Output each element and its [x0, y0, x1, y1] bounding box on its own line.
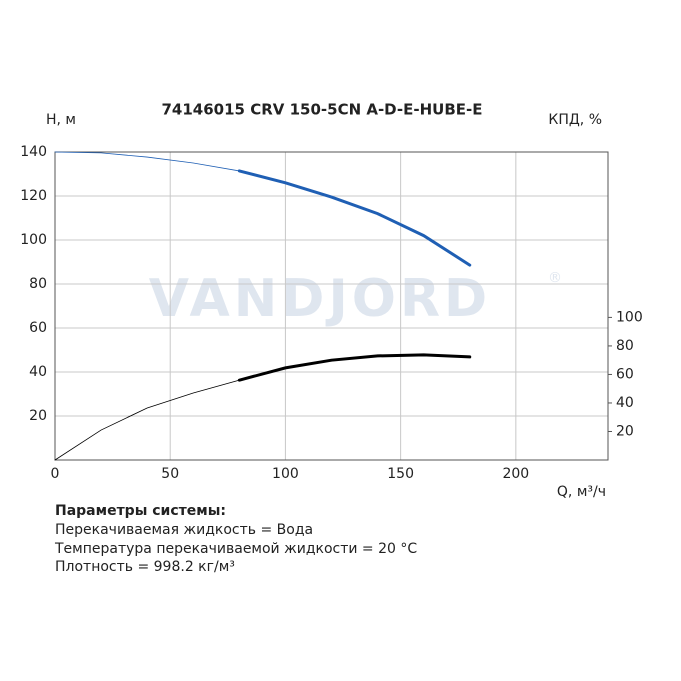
x-tick-label: 100 [272, 466, 299, 482]
x-tick-label: 0 [51, 466, 60, 482]
params-heading: Параметры системы: [55, 503, 226, 519]
y2-axis-label: КПД, % [548, 112, 602, 128]
y2-tick-label: 80 [616, 338, 634, 354]
curve-operating [237, 169, 472, 267]
watermark-mark: ® [548, 270, 562, 286]
y-tick-label: 40 [29, 364, 47, 380]
curve-extended [54, 151, 240, 172]
y-tick-label: 80 [29, 276, 47, 292]
y-tick-label: 60 [29, 320, 47, 336]
x-tick-label: 200 [502, 466, 529, 482]
curve-extended [54, 379, 240, 461]
y-axis-label: H, м [46, 112, 76, 128]
y2-tick-label: 20 [616, 423, 634, 439]
x-tick-label: 150 [387, 466, 414, 482]
params-line: Плотность = 998.2 кг/м³ [55, 559, 235, 575]
y2-tick-label: 100 [616, 309, 643, 325]
chart-title: 74146015 CRV 150-5CN A-D-E-HUBE-E [161, 101, 482, 119]
y-tick-label: 140 [20, 144, 47, 160]
x-axis-label: Q, м³/ч [557, 484, 606, 500]
y-tick-label: 120 [20, 188, 47, 204]
watermark: VANDJORD [149, 269, 491, 329]
y-tick-label: 20 [29, 408, 47, 424]
y-tick-label: 100 [20, 232, 47, 248]
y2-tick-label: 40 [616, 395, 634, 411]
plot-frame [54, 151, 609, 461]
params-line: Перекачиваемая жидкость = Вода [55, 522, 313, 538]
y2-tick-label: 60 [616, 366, 634, 382]
x-tick-label: 50 [161, 466, 179, 482]
params-line: Температура перекачиваемой жидкости = 20… [54, 541, 417, 557]
curve-operating [237, 353, 472, 382]
